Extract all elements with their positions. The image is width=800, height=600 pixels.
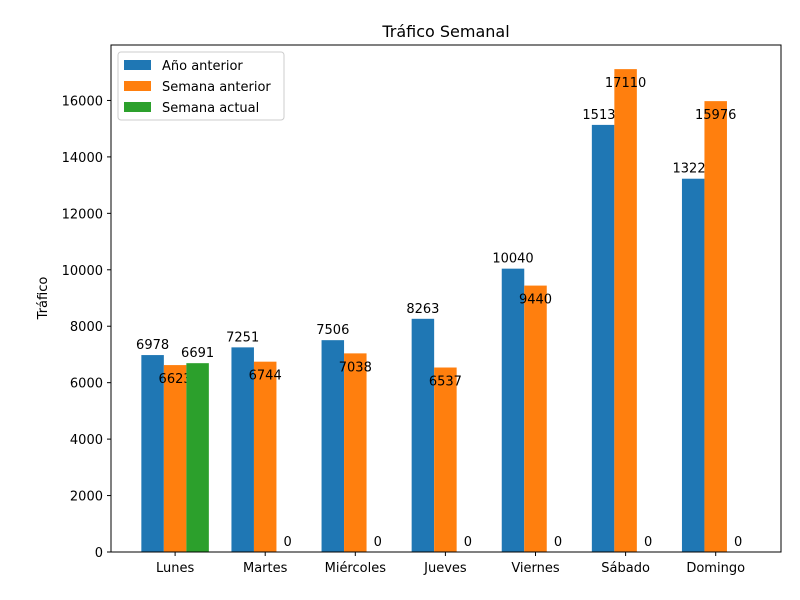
bar-value-label: 7506 xyxy=(316,323,349,338)
y-tick-label: 6000 xyxy=(70,377,103,392)
bar-value-label: 6623 xyxy=(159,372,192,387)
bar xyxy=(231,347,254,552)
bar xyxy=(434,367,457,552)
bar-value-label: 15134 xyxy=(582,108,623,123)
bar xyxy=(704,101,727,553)
bar-value-label: 0 xyxy=(734,535,742,550)
legend-entry: Semana anterior xyxy=(162,80,271,95)
bar xyxy=(321,340,345,552)
bar xyxy=(524,285,547,552)
bar xyxy=(163,365,187,552)
bar xyxy=(614,69,637,552)
bar xyxy=(681,178,705,552)
y-tick-label: 14000 xyxy=(62,151,103,166)
legend-entry: Año anterior xyxy=(162,59,243,74)
y-axis-label: Tráfico xyxy=(36,277,51,321)
bar-value-label: 13227 xyxy=(673,162,714,177)
y-tick-label: 0 xyxy=(95,546,103,561)
legend-entry: Semana actual xyxy=(162,101,259,116)
bar-value-label: 0 xyxy=(644,535,652,550)
y-tick-label: 16000 xyxy=(62,94,103,109)
plot-area: 6978 6623 6691 7251 6744 0 7506 7038 0 8263 6537 0 1… xyxy=(62,44,782,576)
bar-value-label: 17110 xyxy=(605,76,646,91)
bar xyxy=(591,124,615,552)
legend-box xyxy=(117,51,285,121)
chart-title: Tráfico Semanal xyxy=(381,22,509,41)
bar-value-label: 6537 xyxy=(429,375,462,390)
legend-swatch xyxy=(124,102,151,112)
bar xyxy=(411,318,435,552)
bar xyxy=(141,355,164,552)
plot-frame xyxy=(110,44,782,553)
bar-value-label: 6691 xyxy=(181,346,214,361)
bar xyxy=(186,363,209,552)
y-tick-label: 4000 xyxy=(70,433,103,448)
bar-value-label: 8263 xyxy=(406,302,439,317)
bar-value-label: 15976 xyxy=(695,108,736,123)
legend-swatch xyxy=(124,60,151,70)
bar-value-label: 6744 xyxy=(249,369,282,384)
x-tick-label: Lunes xyxy=(156,561,194,576)
bar-value-label: 10040 xyxy=(492,252,533,267)
bar-value-label: 7251 xyxy=(226,330,259,345)
y-tick-label: 8000 xyxy=(70,320,103,335)
x-tick-label: Sábado xyxy=(601,561,650,576)
bar xyxy=(501,268,525,552)
x-tick-label: Viernes xyxy=(511,561,560,576)
bar-value-label: 0 xyxy=(284,535,292,550)
legend-swatch xyxy=(124,81,151,91)
y-tick-label: 12000 xyxy=(62,207,103,222)
bar-value-label: 6978 xyxy=(136,338,169,353)
legend: Año anterior Semana anterior Semana actual xyxy=(117,51,285,121)
bar-value-label: 0 xyxy=(374,535,382,550)
bar-value-label: 0 xyxy=(464,535,472,550)
bar-value-label: 0 xyxy=(554,535,562,550)
y-tick-label: 10000 xyxy=(62,264,103,279)
y-tick-label: 2000 xyxy=(70,490,103,505)
bar xyxy=(253,361,277,552)
x-tick-label: Domingo xyxy=(686,561,745,576)
x-tick-label: Jueves xyxy=(423,561,467,576)
bar-value-label: 7038 xyxy=(339,360,372,375)
bar xyxy=(344,353,367,552)
x-tick-label: Miércoles xyxy=(325,561,387,576)
x-tick-label: Martes xyxy=(243,561,288,576)
bar-value-label: 9440 xyxy=(519,293,552,308)
